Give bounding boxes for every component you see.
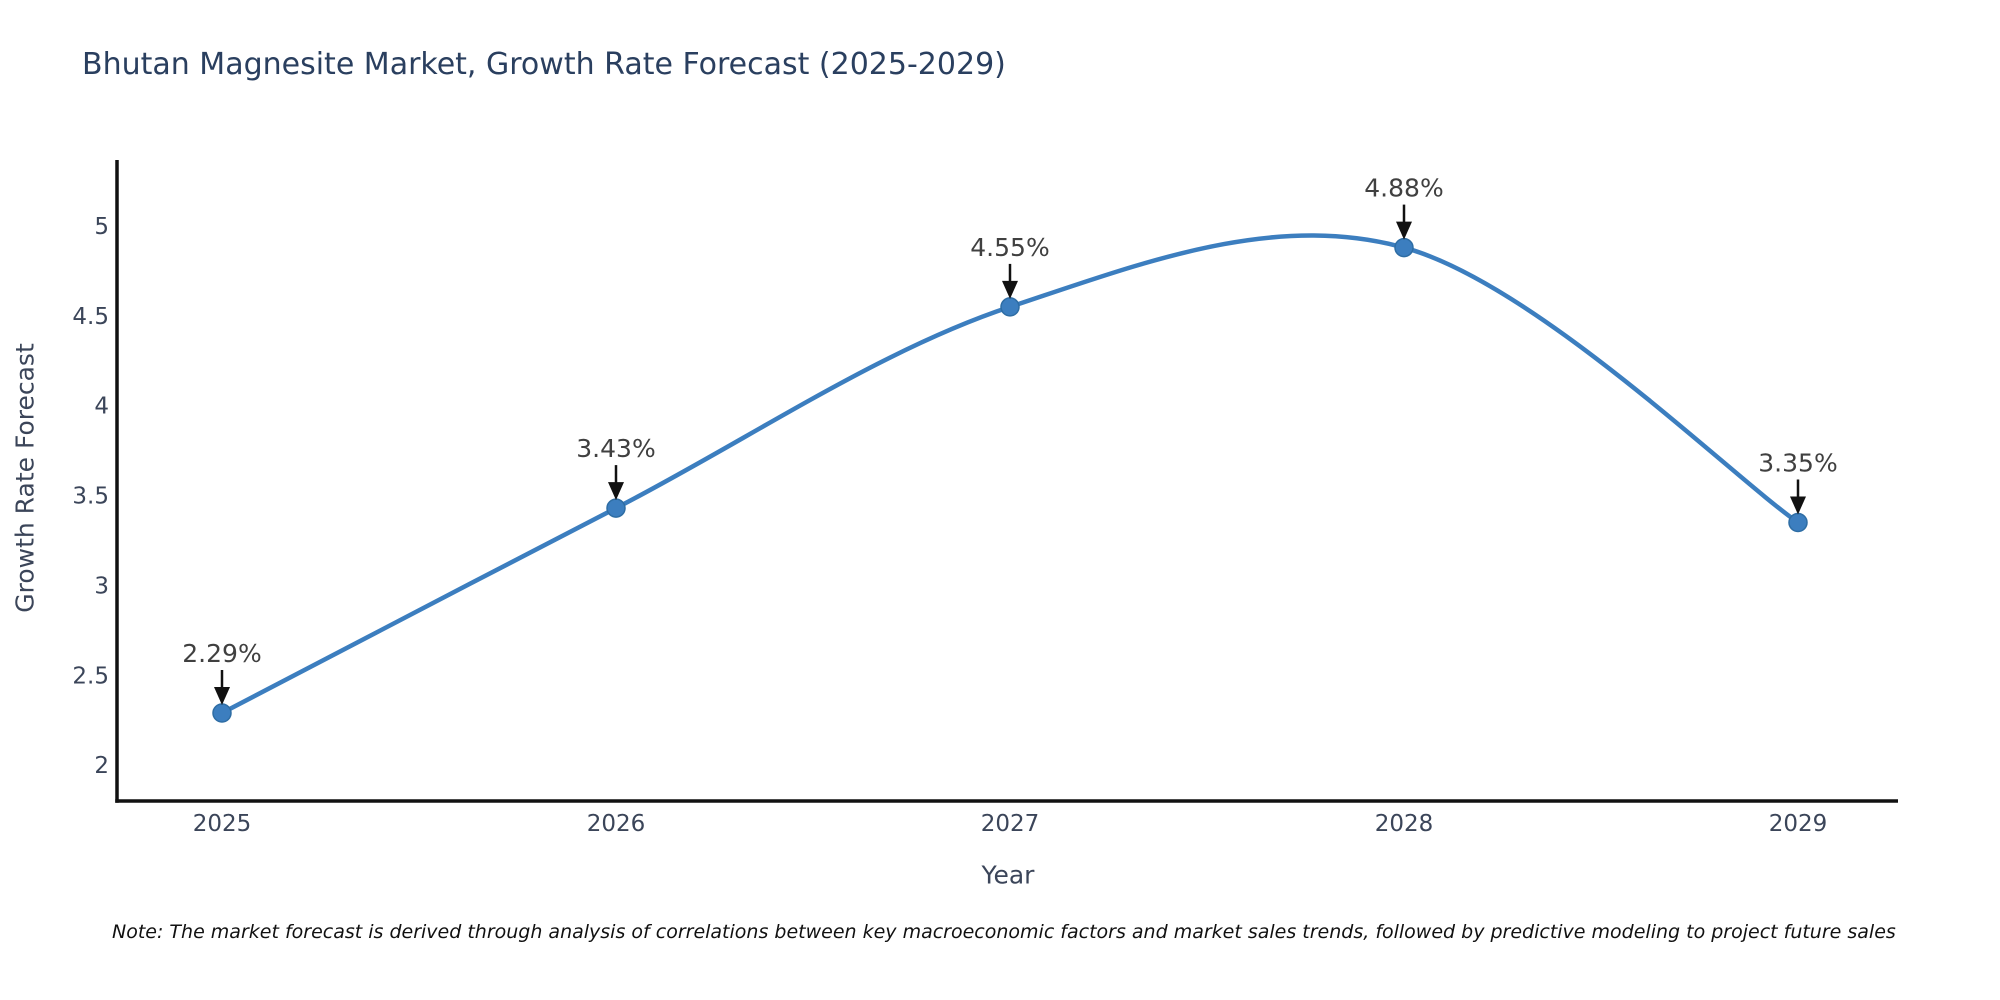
data-point-marker: [1788, 512, 1808, 533]
point-label: 3.43%: [576, 434, 655, 463]
y-tick-label: 5: [94, 214, 109, 240]
y-tick-label: 4: [94, 394, 109, 420]
annotation-arrow-head: [1790, 496, 1806, 515]
data-point-marker: [1000, 297, 1020, 317]
point-label: 2.29%: [182, 639, 261, 668]
annotation-arrow-head: [1396, 221, 1412, 240]
data-point-marker: [212, 703, 232, 723]
annotation-arrow-head: [1002, 280, 1018, 299]
x-tick-label: 2027: [981, 811, 1040, 837]
x-tick-label: 2026: [587, 811, 646, 837]
x-axis-title: Year: [981, 860, 1035, 890]
y-tick-label: 2.5: [72, 663, 109, 689]
annotation-arrow-head: [608, 482, 624, 501]
y-tick-label: 2: [94, 753, 109, 779]
point-label: 4.88%: [1364, 174, 1443, 203]
x-tick-label: 2029: [1769, 811, 1828, 837]
x-tick-label: 2025: [193, 811, 252, 837]
point-label: 3.35%: [1758, 449, 1837, 478]
footnote: Note: The market forecast is derived thr…: [112, 921, 1896, 943]
annotation-arrow-head: [214, 687, 230, 705]
x-tick-label: 2028: [1375, 811, 1434, 837]
chart-title: Bhutan Magnesite Market, Growth Rate For…: [82, 47, 1006, 82]
data-point-marker: [1394, 237, 1414, 258]
data-point-marker: [606, 498, 626, 518]
y-tick-label: 4.5: [72, 304, 109, 330]
y-tick-label: 3: [94, 573, 109, 599]
point-label: 4.55%: [970, 233, 1049, 262]
y-tick-label: 3.5: [72, 484, 109, 510]
